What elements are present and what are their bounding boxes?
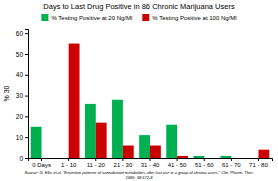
y-tick-mark [25, 96, 28, 97]
bar [258, 150, 269, 158]
bar [150, 146, 161, 158]
x-tick: 21 - 30 [114, 158, 133, 168]
y-tick-mark [25, 33, 28, 34]
legend-label: % Testing Positive at 100 Ng/Ml [152, 15, 236, 21]
legend-label: % Testing Positive at 20 Ng/Ml [51, 15, 132, 21]
y-tick-label: 30 [16, 92, 24, 99]
y-tick-label: 60 [16, 30, 24, 37]
x-tick-label: 21 - 30 [114, 162, 133, 168]
y-axis: 0 10 20 30 40 50 60 [16, 30, 29, 162]
bar-series [69, 44, 270, 158]
x-tick: 1 - 10 [61, 158, 77, 168]
y-tick: 40 [16, 71, 28, 78]
chart-container: Days to Last Drug Positive in 86 Chronic… [0, 0, 278, 181]
bar [139, 135, 150, 158]
bar [96, 123, 107, 158]
x-tick-mark [177, 158, 178, 161]
bar [58, 158, 69, 159]
x-tick: 0 Days [32, 158, 51, 168]
bar [31, 127, 42, 158]
x-tick-label: 41 - 50 [168, 162, 187, 168]
x-tick: 11 - 20 [87, 158, 106, 168]
legend-item: % Testing Positive at 20 Ng/Ml [41, 14, 132, 21]
x-tick: 71 - 80 [249, 158, 268, 168]
x-tick-label: 31 - 40 [141, 162, 160, 168]
bar [112, 100, 123, 158]
y-tick-mark [25, 116, 28, 117]
bar-series [31, 100, 232, 158]
bar [123, 146, 134, 158]
y-tick: 0 [19, 155, 28, 162]
y-tick: 60 [16, 30, 28, 37]
y-tick-label: 50 [16, 51, 24, 58]
x-tick-label: 1 - 10 [61, 162, 77, 168]
y-tick: 50 [16, 51, 28, 58]
bar [177, 156, 188, 158]
x-tick-mark [204, 158, 205, 161]
bar [193, 156, 204, 158]
chart-svg: Days to Last Drug Positive in 86 Chronic… [0, 0, 278, 181]
x-tick: 61 - 70 [222, 158, 241, 168]
x-tick-mark [150, 158, 151, 161]
x-tick-mark [68, 158, 69, 161]
legend-swatch [142, 14, 149, 21]
bar [231, 158, 242, 159]
x-tick-label: 11 - 20 [87, 162, 106, 168]
x-tick: 41 - 50 [168, 158, 187, 168]
x-tick: 51 - 60 [195, 158, 214, 168]
y-axis-line [25, 30, 29, 159]
x-axis: 0 Days 1 - 10 11 - 20 21 - 30 31 - 40 41 - 50… [29, 158, 273, 168]
y-tick: 20 [16, 113, 28, 120]
y-tick-mark [25, 54, 28, 55]
bars [31, 44, 270, 158]
y-tick-mark [25, 158, 28, 159]
legend-item: % Testing Positive at 100 Ng/Ml [142, 14, 236, 21]
bar [166, 125, 177, 158]
y-tick: 10 [16, 134, 28, 141]
source-note: Source: G. Ellis et al, "Excretion patte… [24, 170, 253, 180]
y-axis-label: % 30 [3, 85, 10, 101]
bar [248, 158, 259, 159]
y-tick-label: 40 [16, 71, 24, 78]
x-tick-mark [231, 158, 232, 161]
bar [204, 158, 215, 159]
x-tick-label: 0 Days [32, 162, 51, 168]
x-tick-mark [41, 158, 42, 161]
x-tick-mark [95, 158, 96, 161]
x-tick-label: 61 - 70 [222, 162, 241, 168]
legend-swatch [41, 14, 48, 21]
bar [42, 158, 53, 159]
legend: % Testing Positive at 20 Ng/Ml % Testing … [41, 14, 236, 21]
plot-area: 0 10 20 30 40 50 60 0 Days 1 - 10 11 - 20 21 - 30 3… [16, 30, 273, 169]
y-tick-label: 10 [16, 134, 24, 141]
x-axis-line [29, 159, 273, 162]
title: Days to Last Drug Positive in 86 Chronic… [43, 2, 235, 11]
y-tick-label: 0 [19, 155, 23, 162]
y-tick-mark [25, 137, 28, 138]
source-line: 1985; 38:572-8 [126, 175, 154, 180]
x-tick-mark [122, 158, 123, 161]
bar [85, 104, 96, 158]
x-tick-mark [258, 158, 259, 161]
x-tick-label: 51 - 60 [195, 162, 214, 168]
bar [69, 44, 80, 158]
y-tick: 30 [16, 92, 28, 99]
bar [220, 156, 231, 158]
x-tick: 31 - 40 [141, 158, 160, 168]
y-tick-label: 20 [16, 113, 24, 120]
x-tick-label: 71 - 80 [249, 162, 268, 168]
y-tick-mark [25, 75, 28, 76]
